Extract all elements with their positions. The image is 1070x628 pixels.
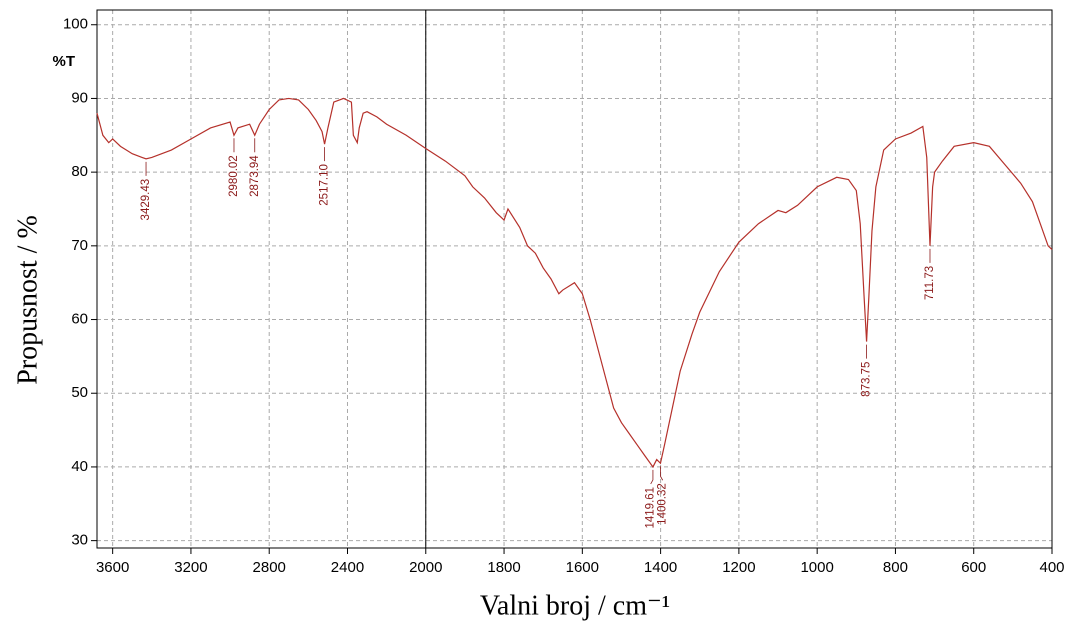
y-tick-label: 30 [71, 532, 88, 549]
peak-marker [660, 466, 664, 481]
x-tick-label: 2000 [409, 559, 442, 576]
x-tick-label: 2400 [331, 559, 364, 576]
plot-area [97, 10, 1052, 548]
plot-frame [96, 9, 1053, 549]
x-tick-label: 3200 [174, 559, 207, 576]
x-axis-label: Valni broj / cm⁻¹ [480, 590, 670, 621]
y-tick-label: 40 [71, 458, 88, 475]
peak-label: 2873.94 [249, 155, 261, 197]
spectrum-line [96, 97, 1053, 469]
peak-label: 873.75 [861, 362, 873, 397]
y-unit: %T [53, 53, 76, 70]
peak-label: 2517.10 [319, 164, 331, 206]
y-tick-label: 100 [63, 16, 88, 33]
peak-label: 1400.32 [657, 483, 669, 525]
peak-label: 2980.02 [228, 155, 240, 197]
x-tick-label: 1400 [644, 559, 677, 576]
y-tick-label: 60 [71, 311, 88, 328]
peak-label: 711.73 [924, 266, 936, 300]
x-tick-label: 800 [883, 559, 908, 576]
x-tick-label: 1200 [722, 559, 755, 576]
y-tick-label: 70 [71, 237, 88, 254]
y-tick-label: 80 [71, 163, 88, 180]
peak-label: 1419.61 [645, 487, 657, 529]
x-tick-label: 1800 [487, 559, 520, 576]
x-tick-label: 1000 [800, 559, 833, 576]
y-axis-label: Propusnost / % [12, 215, 43, 385]
x-tick-label: 2800 [253, 559, 286, 576]
x-tick-label: 1600 [566, 559, 599, 576]
peak-marker [650, 469, 654, 485]
x-tick-label: 400 [1039, 559, 1064, 576]
y-tick-label: 90 [71, 89, 88, 106]
peak-label: 3429.43 [140, 179, 152, 221]
y-tick-label: 50 [71, 384, 88, 401]
x-tick-label: 600 [961, 559, 986, 576]
x-tick-label: 3600 [96, 559, 129, 576]
